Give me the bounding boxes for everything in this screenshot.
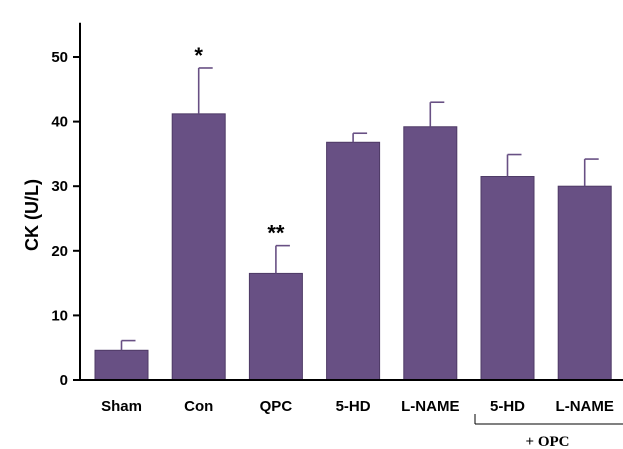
x-tick-label-0: Sham <box>101 398 142 415</box>
significance-mark-1: * <box>194 43 203 68</box>
x-tick-label-5: 5-HD <box>490 398 525 415</box>
y-tick-label: 40 <box>51 114 68 131</box>
bar-6 <box>557 185 612 381</box>
error-bar-4 <box>429 101 445 127</box>
x-axis-labels: Sham Con QPC 5-HD L-NAME 5-HD L-NAME <box>101 398 614 415</box>
y-axis: 0 10 20 30 40 50 <box>51 22 81 389</box>
x-tick-label-1: Con <box>184 398 213 415</box>
significance-mark-2: ** <box>267 221 285 246</box>
y-tick-label: 50 <box>51 49 68 66</box>
bar-0 <box>94 349 149 381</box>
y-tick-label: 10 <box>51 307 68 324</box>
y-axis-label: CK (U/L) <box>22 179 42 251</box>
x-tick-label-2: QPC <box>260 398 293 415</box>
group-label: + OPC <box>526 434 570 449</box>
x-tick-label-6: L-NAME <box>556 398 614 415</box>
bar-3 <box>326 141 381 381</box>
x-tick-label-3: 5-HD <box>336 398 371 415</box>
bar-5 <box>480 176 535 381</box>
error-bar-6 <box>583 158 599 187</box>
error-bar-3 <box>352 132 368 143</box>
y-tick-label: 30 <box>51 178 68 195</box>
error-bars <box>120 67 599 351</box>
bar-2 <box>248 272 303 381</box>
error-bar-1 <box>197 67 213 114</box>
bar-4 <box>403 126 458 381</box>
x-tick-label-4: L-NAME <box>401 398 459 415</box>
error-bar-0 <box>120 339 136 351</box>
y-tick-label: 0 <box>60 372 68 389</box>
significance-annotations: *** <box>194 43 284 246</box>
group-bracket: + OPC <box>474 414 623 449</box>
error-bar-5 <box>506 153 522 177</box>
y-tick-label: 20 <box>51 243 68 260</box>
bars <box>80 113 623 381</box>
bar-1 <box>171 113 226 381</box>
error-bar-2 <box>275 244 290 274</box>
